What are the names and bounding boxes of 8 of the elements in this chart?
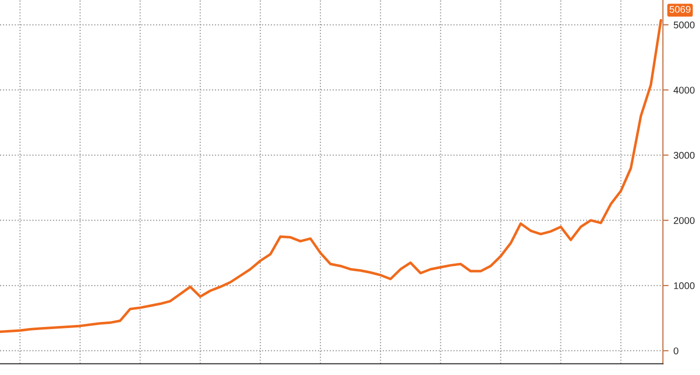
y-tick-label: 3000: [674, 152, 695, 159]
y-tick-label: 4000: [674, 86, 695, 94]
y-tick-label: 2000: [674, 217, 695, 224]
y-tick-label: 0: [674, 347, 678, 354]
y-tick-label: 1000: [674, 282, 695, 290]
data-label: 5069: [670, 6, 690, 13]
line-series: [0, 19, 662, 334]
y-tick-label: 5000: [674, 22, 695, 28]
